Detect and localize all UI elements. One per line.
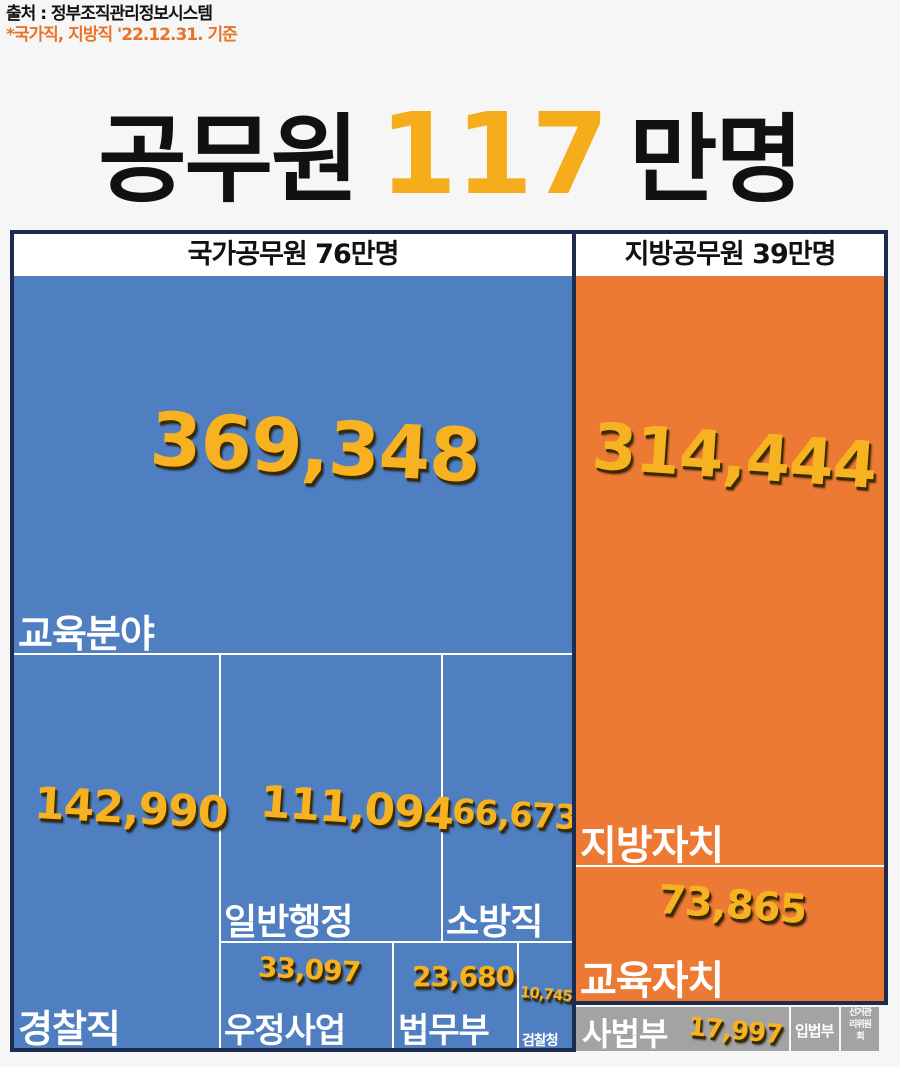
divider [14,653,572,655]
justice-value: 23,680 [412,960,515,993]
edu-value: 369,348 [147,396,483,500]
divider [392,943,394,1048]
police-value: 142,990 [32,777,229,840]
title-number: 117 [379,90,609,220]
election-commission-label: 선거관 리위원 회 [849,1008,872,1042]
local-edu-label: 교육자치 [580,958,724,1004]
police-label: 경찰직 [18,1007,121,1051]
divider [219,655,221,1048]
justice-label: 법무부 [398,1011,490,1051]
source-line: 출처 : 정부조직관리정보시스템 [6,4,213,24]
election-commission-cell [841,1007,879,1051]
local-header: 지방공무원 39만명 [576,234,884,276]
title-prefix: 공무원 [98,104,359,216]
autonomy-label: 지방자치 [580,823,724,869]
postal-value: 33,097 [257,950,361,989]
national-group: 국가공무원 76만명 [10,230,576,1052]
divider [517,943,519,1048]
title-suffix: 만명 [629,104,804,216]
page-title: 공무원 117 만명 [0,99,900,216]
legislature-label: 입법부 [795,1022,834,1040]
divider [441,655,443,941]
prosecution-label: 검찰청 [522,1033,559,1049]
fire-label: 소방직 [446,902,543,943]
basis-date-line: *국가직, 지방직 '22.12.31. 기준 [6,25,238,45]
postal-label: 우정사업 [224,1011,346,1051]
divider [221,941,572,943]
fire-value: 66,673 [451,791,579,839]
legislature-cell [791,1007,839,1051]
judiciary-label: 사법부 [582,1015,668,1053]
judiciary-cell [576,1007,789,1051]
edu-label: 교육분야 [18,612,155,656]
local-group: 지방공무원 39만명 [572,230,888,1005]
divider [576,865,884,867]
admin-label: 일반행정 [224,902,353,943]
national-header: 국가공무원 76만명 [14,234,572,276]
source-note: 출처 : 정부조직관리정보시스템 *국가직, 지방직 '22.12.31. 기준 [6,4,238,46]
